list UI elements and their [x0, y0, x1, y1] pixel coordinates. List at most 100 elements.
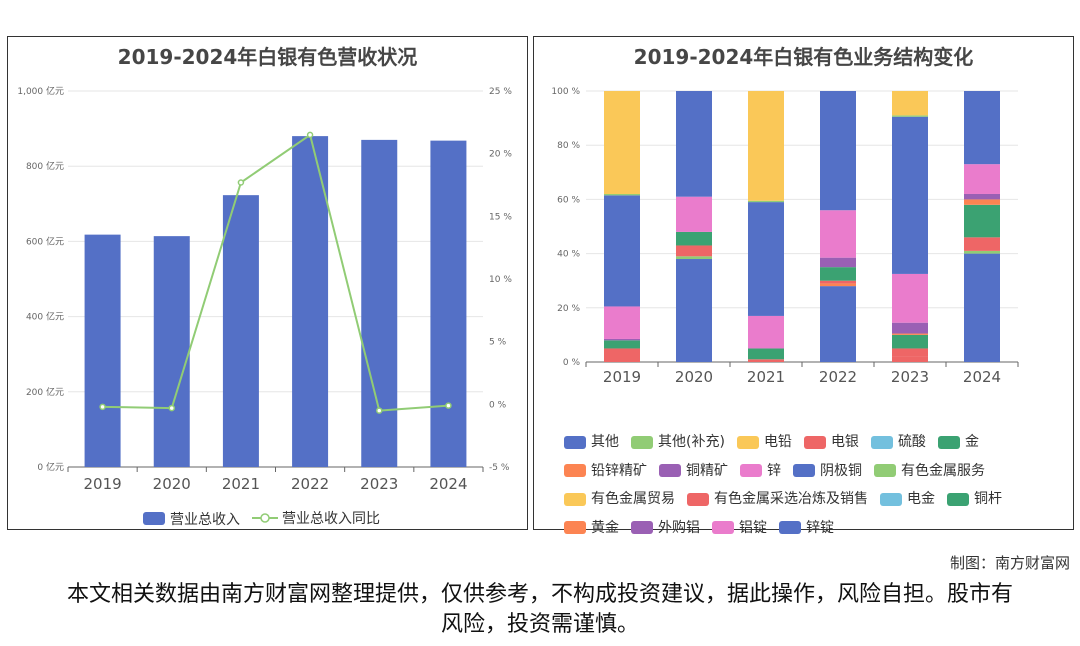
x-tick-label: 2021 — [747, 368, 785, 386]
revenue-bar — [84, 234, 121, 467]
legend-item[interactable]: 硫酸 — [870, 429, 926, 455]
revenue-bar — [292, 136, 329, 467]
legend-item[interactable]: 黄金 — [564, 515, 619, 541]
revenue-chart-panel: 2019-2024年白银有色营收状况 0 亿元 200 亿元 400 亿元 600 亿… — [7, 36, 528, 530]
stack-segment — [964, 204, 1000, 238]
legend-label: 电铅 — [763, 434, 792, 450]
legend-swatch — [564, 521, 586, 534]
x-tick-label: 2019 — [603, 368, 641, 386]
stack-segment — [892, 333, 928, 335]
legend-swatch — [937, 435, 960, 449]
stack-segment — [748, 359, 784, 362]
legend-item[interactable]: 其他(补充) — [631, 429, 725, 455]
legend-label: 锌锭 — [806, 519, 834, 536]
legend-swatch — [740, 464, 762, 477]
left-tick-label: 1,000 亿元 — [17, 85, 64, 97]
stack-segment — [820, 91, 856, 211]
legend-label: 铜精矿 — [686, 462, 728, 479]
yoy-point — [237, 179, 245, 186]
legend-item[interactable]: 电银 — [803, 429, 859, 455]
legend-item[interactable]: 电铅 — [736, 429, 792, 455]
legend-item[interactable]: 有色金属贸易 — [564, 486, 675, 512]
stack-segment — [604, 340, 640, 349]
legend-label: 营业总收入同比 — [282, 511, 380, 527]
legend-item[interactable]: 有色金属服务 — [874, 458, 985, 484]
legend-swatch — [564, 492, 586, 506]
stack-segment — [892, 115, 928, 117]
stack-segment — [676, 91, 712, 197]
stack-segment — [676, 245, 712, 257]
legend-item[interactable]: 电金 — [880, 486, 935, 512]
stack-segment — [676, 259, 712, 362]
left-tick-label: 400 亿元 — [26, 311, 64, 323]
legend-label: 锌 — [767, 462, 781, 479]
stack-segment — [892, 356, 928, 362]
x-tick-label: 2022 — [819, 368, 857, 386]
legend-item[interactable]: 铝锭 — [712, 515, 767, 541]
stack-segment — [748, 91, 784, 201]
legend-swatch — [779, 521, 801, 534]
stack-segment — [604, 338, 640, 341]
left-tick-label: 0 亿元 — [37, 461, 64, 473]
legend-item[interactable]: 锌锭 — [779, 515, 834, 541]
yoy-point — [99, 403, 106, 411]
right-tick-label: 5 % — [489, 338, 507, 348]
y-tick-label: 20 % — [557, 304, 580, 314]
legend-swatch — [803, 435, 826, 449]
stack-segment — [892, 322, 928, 334]
legend-item[interactable]: 阴极铜 — [793, 458, 862, 484]
structure-chart-title: 2019-2024年白银有色业务结构变化 — [633, 45, 974, 69]
legend-item[interactable]: 金 — [937, 429, 979, 455]
legend-item-revenue[interactable]: 营业总收入 — [143, 506, 240, 532]
y-tick-label: 60 % — [557, 195, 580, 205]
legend-swatch — [793, 464, 815, 477]
revenue-chart-legend: 营业总收入 营业总收入同比 — [8, 505, 527, 532]
x-tick-label: 2023 — [891, 368, 929, 386]
stack-segment — [820, 280, 856, 284]
legend-item[interactable]: 铅锌精矿 — [564, 458, 647, 484]
left-tick-label: 200 亿元 — [26, 386, 64, 398]
stack-segment — [820, 267, 856, 281]
legend-item[interactable]: 锌 — [740, 458, 781, 484]
stack-segment — [820, 286, 856, 362]
revenue-bar — [430, 140, 467, 467]
x-tick-label: 2020 — [153, 475, 191, 493]
legend-item-yoy[interactable]: 营业总收入同比 — [252, 505, 380, 531]
legend-swatch — [564, 435, 586, 449]
legend-item[interactable]: 外购铝 — [631, 515, 700, 541]
legend-swatch — [870, 435, 893, 449]
stack-segment — [964, 199, 1000, 205]
stack-segment — [748, 202, 784, 316]
revenue-chart-svg: 0 亿元 200 亿元 400 亿元 600 亿元 800 亿元 1,000 亿元 -5 %… — [17, 85, 512, 493]
legend-label: 电金 — [907, 491, 935, 507]
yoy-point — [306, 131, 314, 139]
legend-label: 其他(补充) — [658, 434, 725, 450]
stack-segment — [820, 210, 856, 258]
yoy-point — [376, 407, 383, 414]
left-tick-label: 800 亿元 — [26, 160, 64, 172]
legend-swatch — [659, 464, 681, 477]
right-tick-label: 0 % — [489, 400, 507, 410]
stack-segment — [604, 348, 640, 362]
stack-segment — [604, 306, 640, 339]
stack-segment — [964, 250, 1000, 254]
legend-swatch — [687, 492, 709, 506]
stack-segment — [748, 200, 784, 203]
structure-chart-panel: 2019-2024年白银有色业务结构变化 0 % 20 % 40 % 60 % 80 %… — [533, 36, 1074, 536]
revenue-chart-title: 2019-2024年白银有色营收状况 — [117, 45, 418, 69]
legend-swatch — [712, 521, 734, 534]
legend-label: 营业总收入 — [170, 511, 240, 528]
legend-item[interactable]: 铜杆 — [947, 486, 1002, 512]
legend-item[interactable]: 其他 — [564, 429, 619, 455]
stack-segment — [892, 273, 928, 323]
stack-segment — [748, 348, 784, 360]
stack-segment — [604, 91, 640, 194]
legend-item[interactable]: 铜精矿 — [659, 458, 728, 484]
yoy-line — [102, 133, 449, 412]
legend-label: 有色金属贸易 — [591, 491, 675, 507]
structure-chart-legend: 其他 其他(补充) 电铅 电银 硫酸 金铅锌精矿 铜精矿 锌 阴极铜 有色金属服务有色金属贸易 有色… — [564, 429, 1065, 543]
legend-swatch — [631, 435, 653, 449]
legend-item[interactable]: 有色金属采选冶炼及销售 — [687, 486, 868, 512]
legend-swatch — [143, 512, 165, 525]
revenue-bar — [222, 195, 259, 468]
